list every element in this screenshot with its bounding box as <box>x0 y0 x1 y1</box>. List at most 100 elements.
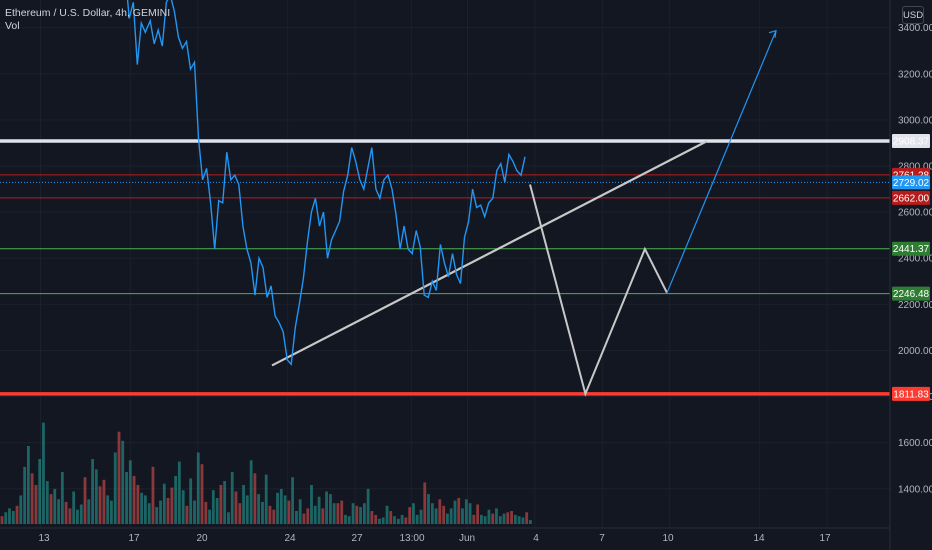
volume-bar-122 <box>461 508 464 524</box>
volume-bar-104 <box>393 516 396 524</box>
volume-bar-105 <box>396 518 400 524</box>
volume-bar-64 <box>242 485 245 524</box>
volume-bar-131 <box>495 508 498 524</box>
y-tick-label-8: 3000.00 <box>898 115 932 126</box>
y-tick-label-9: 3200.00 <box>898 69 932 80</box>
horizontal-levels[interactable] <box>0 139 890 396</box>
volume-bar-51 <box>193 500 196 524</box>
volume-bar-100 <box>378 518 381 524</box>
volume-bar-134 <box>506 512 510 524</box>
volume-bar-47 <box>177 461 181 524</box>
volume-bar-7 <box>26 446 30 524</box>
volume-bar-40 <box>151 466 155 524</box>
volume-bar-94 <box>355 505 359 524</box>
volume-bar-139 <box>525 512 529 524</box>
projection-zigzag <box>529 184 668 397</box>
volume-bar-72 <box>272 509 276 524</box>
volume-bar-43 <box>162 483 166 524</box>
volume-bar-103 <box>389 511 393 524</box>
x-tick-label-1: 17 <box>128 533 140 544</box>
volume-bar-14 <box>53 488 57 524</box>
volume-bar-66 <box>249 460 253 524</box>
volume-bar-98 <box>370 511 374 524</box>
volume-bar-75 <box>283 495 287 524</box>
volume-bar-45 <box>170 487 174 524</box>
volume-bar-41 <box>155 507 159 524</box>
volume-bar-62 <box>234 491 238 524</box>
volume-bar-3 <box>11 511 15 524</box>
volume-bar-58 <box>219 485 223 524</box>
volume-bar-49 <box>185 505 189 524</box>
currency-button[interactable]: USD <box>902 6 924 24</box>
volume-bar-135 <box>510 511 514 524</box>
volume-bar-35 <box>132 475 136 524</box>
volume-bar-133 <box>502 513 506 524</box>
volume-bar-53 <box>200 464 204 524</box>
volume-bar-32 <box>121 440 125 524</box>
volume-bar-106 <box>400 514 404 524</box>
volume-bar-44 <box>166 498 170 524</box>
price-axis[interactable]: 1400.001600.001800.002000.002200.002400.… <box>889 0 932 550</box>
volume-bar-115 <box>434 508 438 524</box>
y-tick-label-1: 1600.00 <box>898 438 932 449</box>
volume-bar-34 <box>128 460 132 524</box>
volume-bar-96 <box>362 503 366 524</box>
volume-bar-6 <box>23 466 27 524</box>
x-tick-label-5: 13:00 <box>399 533 424 544</box>
volume-bar-13 <box>49 494 53 524</box>
volume-bar-23 <box>87 499 91 524</box>
volume-bar-84 <box>317 496 321 524</box>
x-tick-label-11: 17 <box>819 533 831 544</box>
price-tag-bg-2908.37 <box>892 134 930 149</box>
volume-bar-132 <box>498 516 502 524</box>
volume-bar-5 <box>19 495 23 524</box>
volume-bar-82 <box>310 485 313 524</box>
volume-bar-16 <box>60 472 64 524</box>
volume-label: Vol <box>5 20 20 32</box>
volume-bar-125 <box>472 514 476 524</box>
volume-bar-22 <box>83 477 87 524</box>
volume-bar-19 <box>72 491 76 524</box>
volume-bar-121 <box>457 498 461 524</box>
x-tick-label-8: 7 <box>599 533 605 544</box>
volume-bar-95 <box>359 507 362 524</box>
symbol-title: Ethereum / U.S. Dollar, 4h, GEMINI <box>5 7 171 19</box>
volume-bar-90 <box>340 500 344 524</box>
volume-bar-67 <box>253 473 257 524</box>
volume-bar-78 <box>295 511 298 524</box>
volume-bar-56 <box>211 490 215 524</box>
price-tag-2441.37: 2441.37 <box>893 244 930 255</box>
price-tag-bg-2246.48 <box>892 286 930 301</box>
volume-bar-126 <box>476 504 480 524</box>
volume-bar-97 <box>366 488 370 524</box>
volume-bar-69 <box>261 501 264 524</box>
y-tick-label-0: 1400.00 <box>898 484 932 495</box>
projection-layer[interactable] <box>529 29 777 397</box>
volume-bar-68 <box>257 494 261 524</box>
volume-bar-9 <box>34 485 38 524</box>
volume-bar-26 <box>98 486 102 524</box>
time-axis[interactable]: 13 17 20 24 27 13:00 Jun 4 7 10 14 17 <box>0 527 890 544</box>
volume-bar-118 <box>446 513 449 524</box>
volume-bar-89 <box>336 503 340 524</box>
price-tag-bg-1811.83 <box>892 386 930 401</box>
volume-bar-83 <box>313 505 317 524</box>
volume-bar-27 <box>102 479 106 524</box>
volume-bar-46 <box>174 475 178 524</box>
volume-bar-12 <box>45 481 49 524</box>
volume-bar-55 <box>208 509 211 524</box>
volume-bar-77 <box>291 477 294 524</box>
y-tick-label-4: 2200.00 <box>898 300 932 311</box>
trendline-layer[interactable] <box>271 140 708 367</box>
volume-bar-31 <box>117 431 121 524</box>
volume-bar-20 <box>76 509 79 524</box>
volume-bar-112 <box>423 482 427 524</box>
volume-bar-107 <box>404 517 408 524</box>
volume-bar-33 <box>125 472 128 524</box>
volume-bar-88 <box>332 503 336 524</box>
price-series-layer <box>126 0 526 366</box>
volume-bar-65 <box>245 495 249 524</box>
price-tag-bg-2729.02 <box>892 175 930 190</box>
price-tag-2729.02: 2729.02 <box>893 178 930 189</box>
